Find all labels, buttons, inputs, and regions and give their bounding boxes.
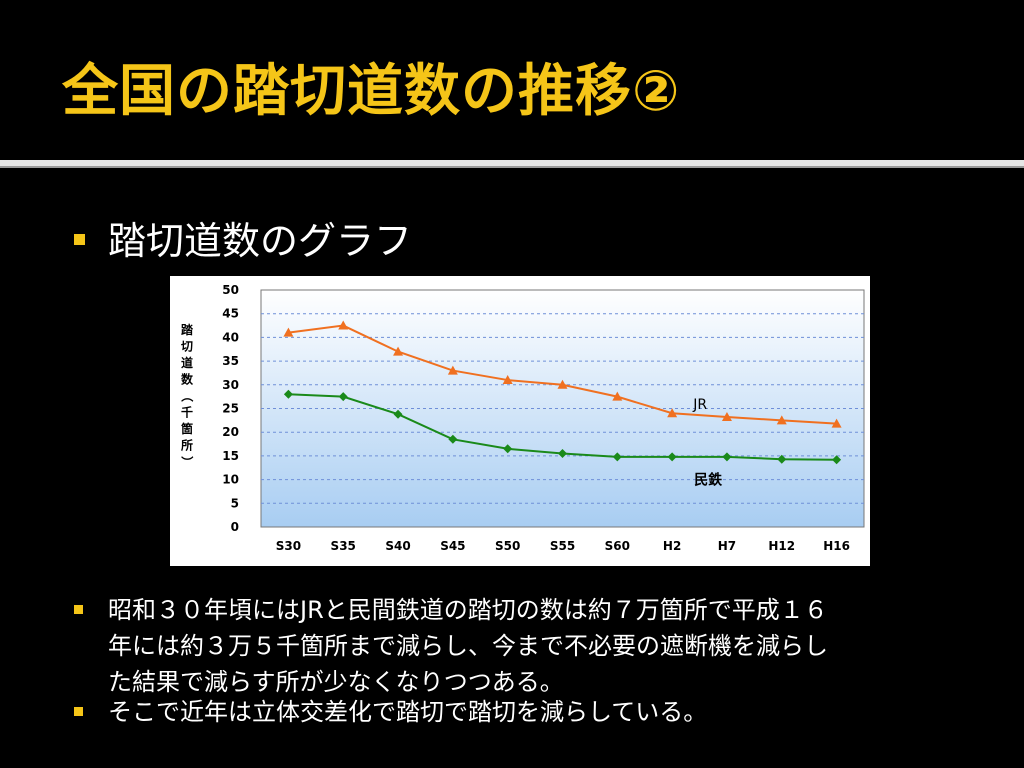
y-tick-labels: 0 5 10 15 20 25 30 35 40 45 50 bbox=[222, 283, 239, 534]
x-tick-label: H2 bbox=[663, 539, 681, 553]
y-axis-label-char: 箇 bbox=[180, 421, 193, 436]
x-tick-label: H16 bbox=[823, 539, 850, 553]
x-tick-labels: S30 S35 S40 S45 S50 S55 S60 H2 H7 H12 H16 bbox=[276, 539, 850, 553]
bullet-icon bbox=[74, 234, 85, 245]
data-point bbox=[558, 449, 567, 459]
y-tick-label: 5 bbox=[231, 496, 239, 510]
data-point bbox=[503, 444, 513, 454]
data-point bbox=[667, 408, 678, 418]
data-point bbox=[832, 455, 842, 465]
paragraph-1-line: 昭和３０年頃にはJRと民間鉄道の踏切の数は約７万箇所で平成１６ bbox=[108, 596, 828, 624]
data-point bbox=[338, 392, 348, 402]
data-point bbox=[447, 365, 458, 375]
data-point bbox=[776, 415, 787, 425]
series-group bbox=[283, 320, 842, 465]
title-divider bbox=[0, 160, 1024, 166]
paragraph-1: 昭和３０年頃にはJRと民間鉄道の踏切の数は約７万箇所で平成１６ 年には約３万５千… bbox=[108, 592, 968, 700]
paragraph-2: そこで近年は立体交差化で踏切で踏切を減らしている。 bbox=[108, 698, 708, 726]
data-point bbox=[667, 452, 677, 462]
data-point bbox=[612, 391, 623, 401]
data-point bbox=[721, 412, 732, 422]
y-tick-label: 25 bbox=[222, 402, 239, 416]
title-divider-shadow bbox=[0, 166, 1024, 168]
title-bar: 全国の踏切道数の推移② bbox=[0, 0, 1024, 160]
series-label-jr: JR bbox=[692, 397, 707, 413]
paragraph-1-line: た結果で減らす所が少なくなりつつある。 bbox=[108, 668, 564, 696]
data-point bbox=[393, 409, 403, 419]
x-tick-label: S30 bbox=[276, 539, 301, 553]
bullet-icon bbox=[74, 605, 83, 614]
y-axis-label-char: 千 bbox=[181, 405, 193, 420]
y-tick-label: 20 bbox=[222, 425, 239, 439]
y-tick-label: 10 bbox=[222, 473, 239, 487]
x-tick-label: S50 bbox=[495, 539, 520, 553]
x-tick-label: S35 bbox=[331, 539, 356, 553]
y-axis-label-char: ） bbox=[180, 456, 195, 468]
y-axis-label-char: （ bbox=[180, 390, 195, 402]
data-point bbox=[722, 452, 732, 462]
y-axis-label-char: 踏 bbox=[181, 322, 194, 337]
bullet-icon bbox=[74, 707, 83, 716]
x-tick-label: S40 bbox=[385, 539, 410, 553]
y-axis-label: 踏切道数 （ 千箇所 ） bbox=[180, 322, 195, 468]
y-tick-label: 35 bbox=[222, 354, 239, 368]
y-tick-label: 15 bbox=[222, 449, 239, 463]
y-axis-label-char: 所 bbox=[181, 438, 193, 453]
paragraph-1-line: 年には約３万５千箇所まで減らし、今まで不必要の遮断機を減らし bbox=[108, 632, 828, 660]
data-point bbox=[777, 454, 787, 464]
x-tick-label: H12 bbox=[768, 539, 795, 553]
y-tick-label: 45 bbox=[222, 307, 239, 321]
y-tick-label: 0 bbox=[231, 520, 239, 534]
data-point bbox=[448, 434, 458, 444]
x-tick-label: S45 bbox=[440, 539, 465, 553]
y-axis-label-char: 数 bbox=[181, 372, 194, 387]
data-point bbox=[283, 327, 294, 337]
x-tick-label: S55 bbox=[550, 539, 575, 553]
data-point bbox=[612, 452, 622, 462]
y-axis-label-char: 切 bbox=[181, 340, 193, 354]
data-point bbox=[283, 389, 293, 399]
series-labels: JR 民鉄 bbox=[692, 397, 723, 489]
x-tick-label: S60 bbox=[605, 539, 630, 553]
data-point bbox=[393, 346, 404, 356]
y-axis-label-char: 道 bbox=[181, 355, 193, 370]
chart-container: 0 5 10 15 20 25 30 35 40 45 50 S30 S35 S40 S45 S50 S55 S… bbox=[170, 276, 870, 566]
slide-heading: 踏切道数のグラフ bbox=[108, 219, 413, 263]
x-tick-label: H7 bbox=[718, 539, 736, 553]
slide-title: 全国の踏切道数の推移② bbox=[62, 59, 681, 124]
data-point bbox=[557, 379, 568, 389]
y-tick-label: 40 bbox=[222, 330, 239, 344]
data-point bbox=[338, 320, 349, 330]
y-tick-label: 50 bbox=[222, 283, 239, 297]
data-point bbox=[831, 418, 842, 428]
data-point bbox=[502, 375, 513, 385]
series-label-private: 民鉄 bbox=[694, 472, 723, 489]
y-tick-label: 30 bbox=[222, 378, 239, 392]
